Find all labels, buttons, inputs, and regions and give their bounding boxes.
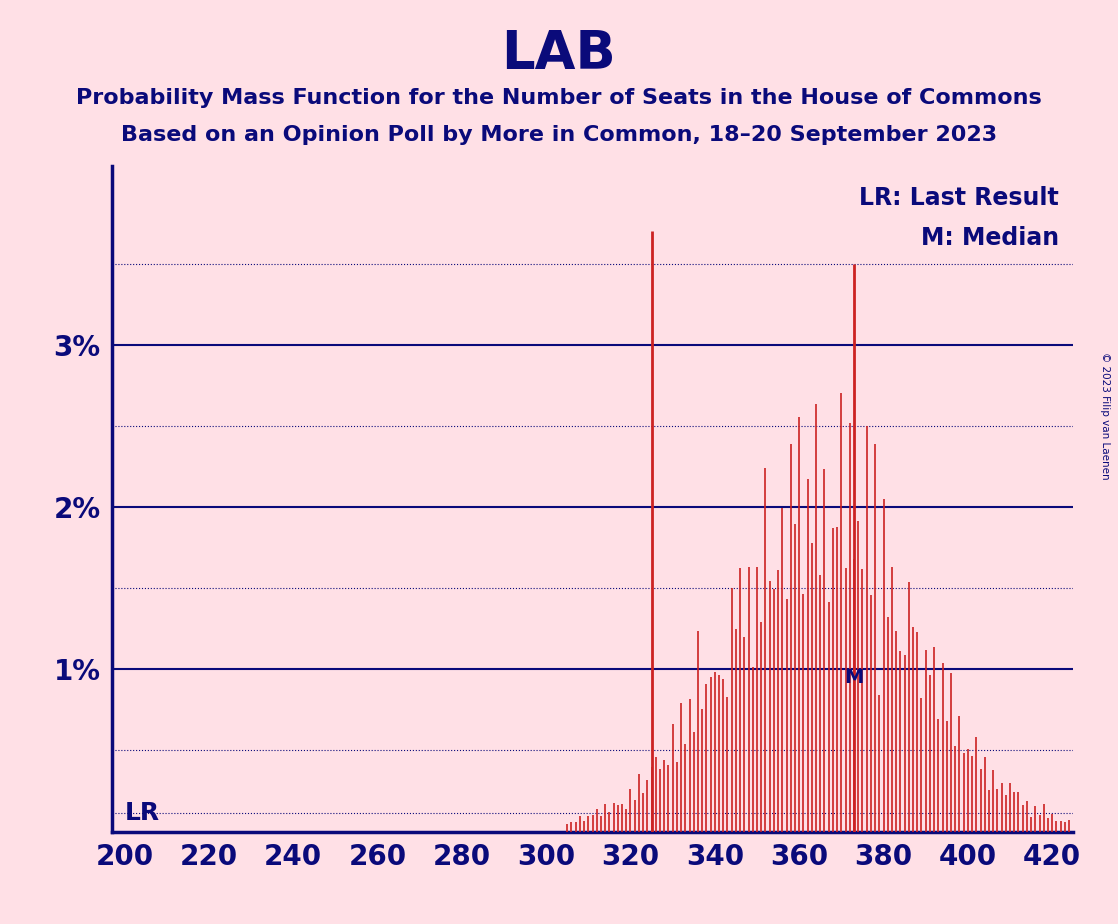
- Text: © 2023 Filip van Laenen: © 2023 Filip van Laenen: [1100, 352, 1109, 480]
- Text: M: M: [844, 668, 864, 687]
- Text: LR: Last Result: LR: Last Result: [859, 187, 1059, 211]
- Text: LAB: LAB: [502, 28, 616, 79]
- Text: Based on an Opinion Poll by More in Common, 18–20 September 2023: Based on an Opinion Poll by More in Comm…: [121, 125, 997, 145]
- Text: LR: LR: [124, 801, 160, 825]
- Text: Probability Mass Function for the Number of Seats in the House of Commons: Probability Mass Function for the Number…: [76, 88, 1042, 108]
- Text: M: Median: M: Median: [921, 226, 1059, 250]
